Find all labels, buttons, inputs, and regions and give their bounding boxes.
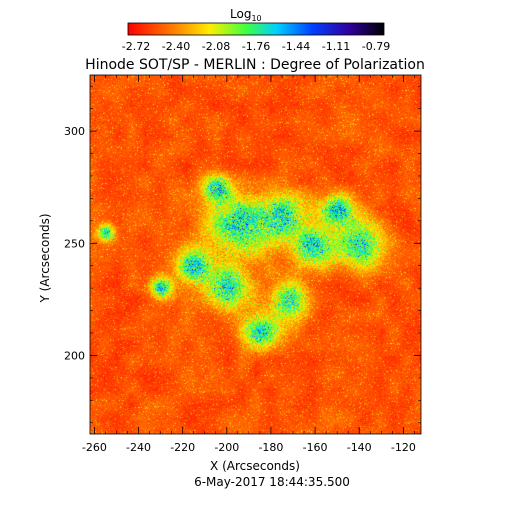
- plot-frame: [89, 74, 422, 435]
- x-tick-label: -160: [303, 441, 328, 454]
- x-tick-label: -200: [214, 441, 239, 454]
- colorbar-tick-label: -1.76: [242, 40, 270, 53]
- chart-title: Hinode SOT/SP - MERLIN : Degree of Polar…: [85, 57, 425, 73]
- axis-ticks: -260 -240 -220 -200 -180 -160 -140 -120 200 250 30…: [64, 75, 421, 454]
- footer-date: 6-May-2017 18:44:35.500: [194, 475, 350, 489]
- x-tick-label: -180: [258, 441, 283, 454]
- y-tick-label: 200: [64, 349, 85, 362]
- x-tick-label: -220: [170, 441, 195, 454]
- plot-image: [90, 75, 421, 434]
- colorbar-tick-label: -2.72: [122, 40, 150, 53]
- x-tick-label: -260: [82, 441, 107, 454]
- y-axis-label: Y (Arcseconds): [38, 213, 52, 303]
- y-tick-label: 300: [64, 125, 85, 138]
- x-tick-label: -140: [347, 441, 372, 454]
- colorbar: [127, 22, 385, 36]
- x-tick-label: -120: [391, 441, 416, 454]
- colorbar-tick-label: -1.44: [282, 40, 310, 53]
- colorbar-ticks: -2.72 -2.40 -2.08 -1.76 -1.44 -1.11 -0.79: [122, 40, 390, 53]
- colorbar-label: Log10: [230, 7, 262, 23]
- colorbar-tick-label: -0.79: [362, 40, 390, 53]
- y-tick-label: 250: [64, 237, 85, 250]
- colorbar-tick-label: -1.11: [322, 40, 350, 53]
- x-tick-label: -240: [126, 441, 151, 454]
- colorbar-tick-label: -2.40: [162, 40, 190, 53]
- colorbar-tick-label: -2.08: [202, 40, 230, 53]
- x-axis-label: X (Arcseconds): [210, 459, 300, 473]
